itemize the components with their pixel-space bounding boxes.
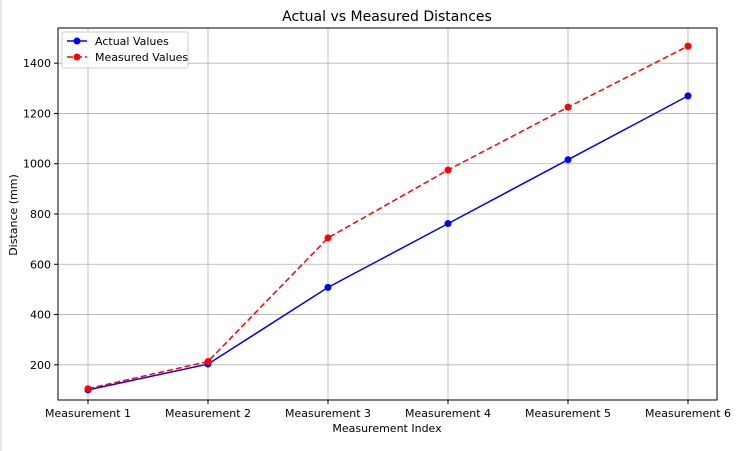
y-axis-label: Distance (mm): [7, 174, 20, 256]
series-1-point: [564, 156, 572, 164]
y-tick-label: 1200: [23, 107, 51, 120]
series-2-point: [204, 358, 212, 366]
window-edge: [0, 0, 2, 451]
y-axis-ticks: 200 400 600 800 1000 1200 1400: [23, 57, 58, 372]
series-line-1: [87, 95, 689, 391]
series-2-point: [84, 385, 92, 393]
series-2-point: [564, 103, 572, 111]
legend-swatch-marker-1: [73, 37, 81, 45]
x-axis-ticks: Measurement 1 Measurement 2 Measurement 3 M…: [45, 400, 731, 420]
legend-label-2: Measured Values: [95, 51, 188, 64]
grid-lines: [58, 28, 717, 400]
x-tick-label: Measurement 6: [645, 407, 731, 420]
chart-title: Actual vs Measured Distances: [282, 9, 492, 25]
series-1-point: [684, 92, 692, 100]
series-line-2: [87, 45, 689, 390]
x-tick-label: Measurement 5: [525, 407, 611, 420]
series-2-point: [684, 42, 692, 50]
y-tick-label: 800: [30, 208, 51, 221]
x-tick-label: Measurement 4: [405, 407, 491, 420]
y-tick-label: 1400: [23, 57, 51, 70]
legend-box: [61, 31, 189, 69]
series-2-point: [444, 166, 452, 174]
y-tick-label: 1000: [23, 158, 51, 171]
x-tick-label: Measurement 2: [165, 407, 251, 420]
x-tick-label: Measurement 1: [45, 407, 131, 420]
series-2-point: [324, 234, 332, 242]
y-tick-label: 600: [30, 258, 51, 271]
legend-swatch-marker-2: [73, 53, 81, 61]
series-lines: [87, 45, 689, 391]
legend: Actual Values Measured Values: [61, 31, 189, 69]
x-axis-label: Measurement Index: [332, 422, 442, 435]
series-1-point: [444, 220, 452, 228]
x-tick-label: Measurement 3: [285, 407, 371, 420]
legend-label-1: Actual Values: [95, 35, 169, 48]
y-tick-label: 400: [30, 309, 51, 322]
y-tick-label: 200: [30, 359, 51, 372]
series-1-point: [324, 283, 332, 291]
series-markers: [84, 42, 692, 394]
